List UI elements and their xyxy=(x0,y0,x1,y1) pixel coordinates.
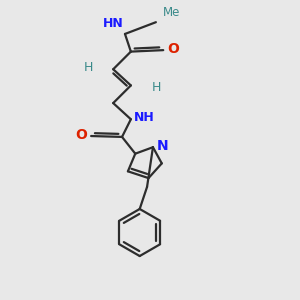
Text: O: O xyxy=(168,42,179,56)
Text: NH: NH xyxy=(134,111,154,124)
Text: N: N xyxy=(157,139,168,153)
Text: H: H xyxy=(152,81,161,94)
Text: O: O xyxy=(75,128,87,142)
Text: Me: Me xyxy=(163,6,181,19)
Text: HN: HN xyxy=(103,17,124,30)
Text: H: H xyxy=(84,61,94,74)
